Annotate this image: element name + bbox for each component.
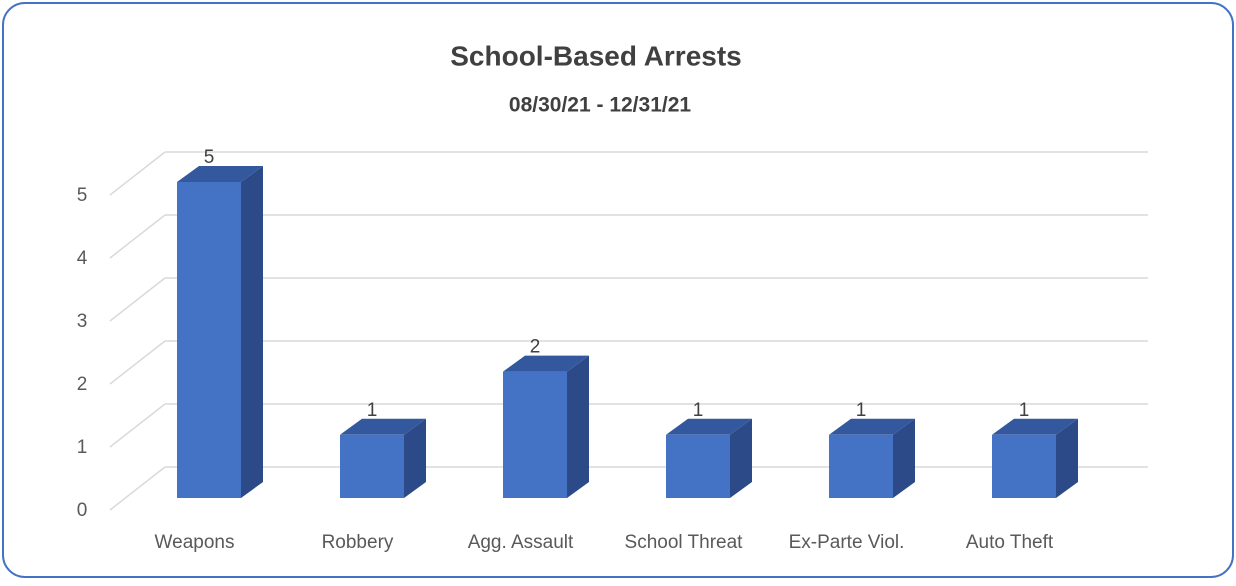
chart-border <box>2 2 1234 578</box>
y-tick-label: 2 <box>77 374 88 395</box>
bar <box>340 434 404 498</box>
bar <box>503 371 567 498</box>
bar-top <box>503 355 589 372</box>
bar <box>177 182 241 498</box>
bar-side <box>567 355 589 498</box>
bar-side <box>241 166 263 498</box>
bar-top <box>992 418 1078 435</box>
grid-line-side <box>109 403 166 448</box>
bar <box>992 434 1056 498</box>
x-tick-label: School Threat <box>625 532 744 553</box>
x-tick-label: Auto Theft <box>966 532 1054 553</box>
x-tick-label: Agg. Assault <box>468 532 574 553</box>
value-label: 1 <box>693 400 704 421</box>
x-tick-label: Ex-Parte Viol. <box>789 532 905 553</box>
value-label: 5 <box>204 147 215 168</box>
value-label: 1 <box>1019 400 1030 421</box>
y-tick-label: 0 <box>77 500 88 521</box>
bar <box>666 434 730 498</box>
grid-line-side <box>109 277 166 322</box>
chart-subtitle: 08/30/21 - 12/31/21 <box>509 94 691 117</box>
y-tick-label: 1 <box>77 437 88 458</box>
grid-line-side <box>109 340 166 385</box>
grid-line-side <box>109 214 166 259</box>
grid-line-side <box>109 151 166 196</box>
bar-top <box>340 418 426 435</box>
x-tick-label: Weapons <box>155 532 235 553</box>
value-label: 1 <box>367 400 378 421</box>
value-label: 1 <box>856 400 867 421</box>
value-label: 2 <box>530 337 541 358</box>
y-tick-label: 5 <box>77 185 88 206</box>
bar-top <box>666 418 752 435</box>
y-tick-label: 3 <box>77 311 88 332</box>
y-tick-label: 4 <box>77 248 88 269</box>
bar <box>829 434 893 498</box>
grid-line-side <box>109 466 166 511</box>
x-tick-label: Robbery <box>322 532 394 553</box>
chart-title: School-Based Arrests <box>450 40 742 71</box>
bar-top <box>829 418 915 435</box>
bar-side <box>893 418 915 498</box>
bar-side <box>730 418 752 498</box>
bar-side <box>404 418 426 498</box>
bar-side <box>1056 418 1078 498</box>
bar-top <box>177 166 263 182</box>
